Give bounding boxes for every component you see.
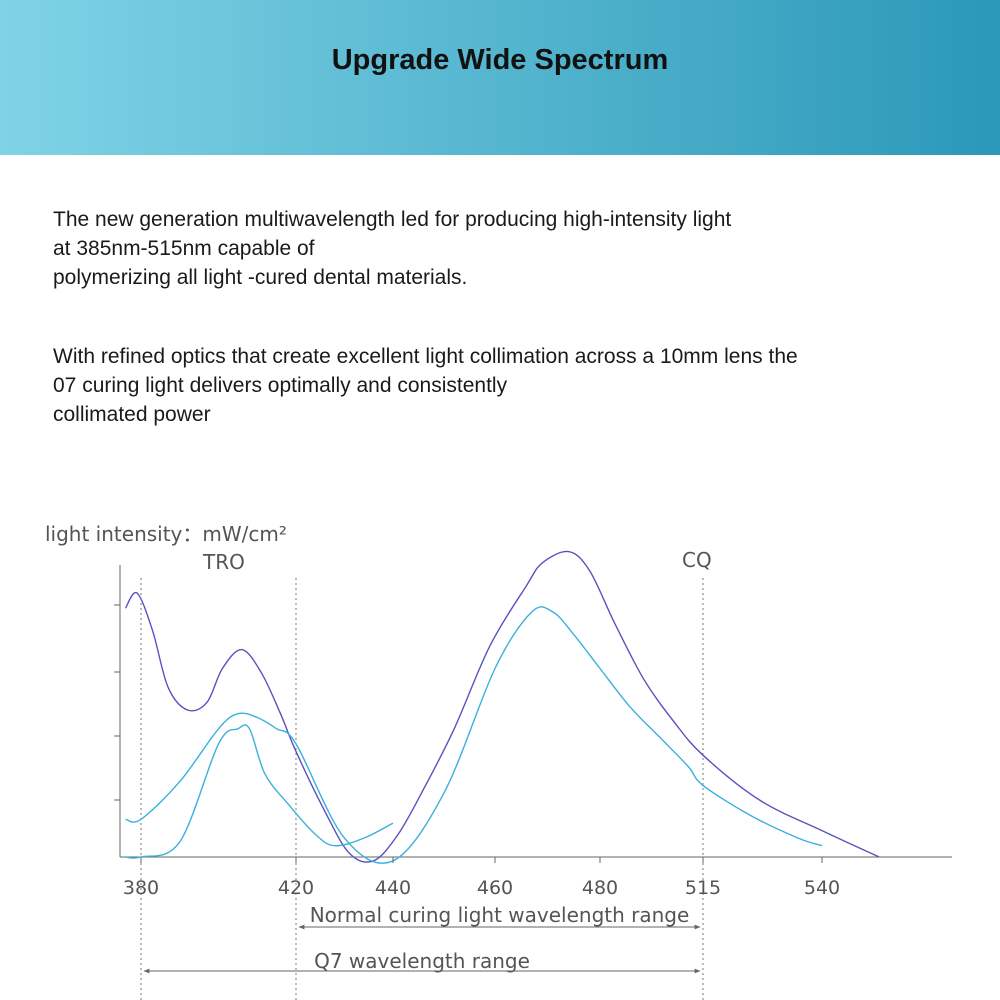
x-tick-label: 540 [804,877,840,899]
spectrum-curve-1 [124,550,880,863]
spectrum-curve-2 [125,606,823,864]
page-title: Upgrade Wide Spectrum [331,44,669,76]
optics-line: 07 curing light delivers optimally and c… [53,374,508,397]
x-tick-label: 380 [123,877,159,899]
range-label: Normal curing light wavelength range [310,903,690,927]
intro-line: The new generation multiwavelength led f… [53,208,732,231]
intro-line: at 385nm-515nm capable of [53,237,315,260]
y-axis-label: light intensity：mW/cm² [45,522,287,546]
tro-label: TRO [202,550,245,574]
x-tick-label: 460 [477,877,513,899]
optics-line: With refined optics that create excellen… [53,345,798,368]
range-label: Q7 wavelength range [314,949,530,973]
intro-paragraph: The new generation multiwavelength led f… [53,205,953,292]
optics-paragraph: With refined optics that create excellen… [53,342,953,429]
cq-label: CQ [682,548,712,572]
spectrum-chart: light intensity：mW/cm² TRO CQ 380 420 440 4… [45,522,952,1000]
x-tick-label: 515 [685,877,721,899]
x-tick-label: 480 [582,877,618,899]
intro-line: polymerizing all light -cured dental mat… [53,266,468,289]
x-tick-label: 420 [278,877,314,899]
spectrum-curve-3 [125,724,394,859]
header-banner: Upgrade Wide Spectrum [0,0,1000,155]
optics-line: collimated power [53,403,211,426]
x-tick-label: 440 [375,877,411,899]
